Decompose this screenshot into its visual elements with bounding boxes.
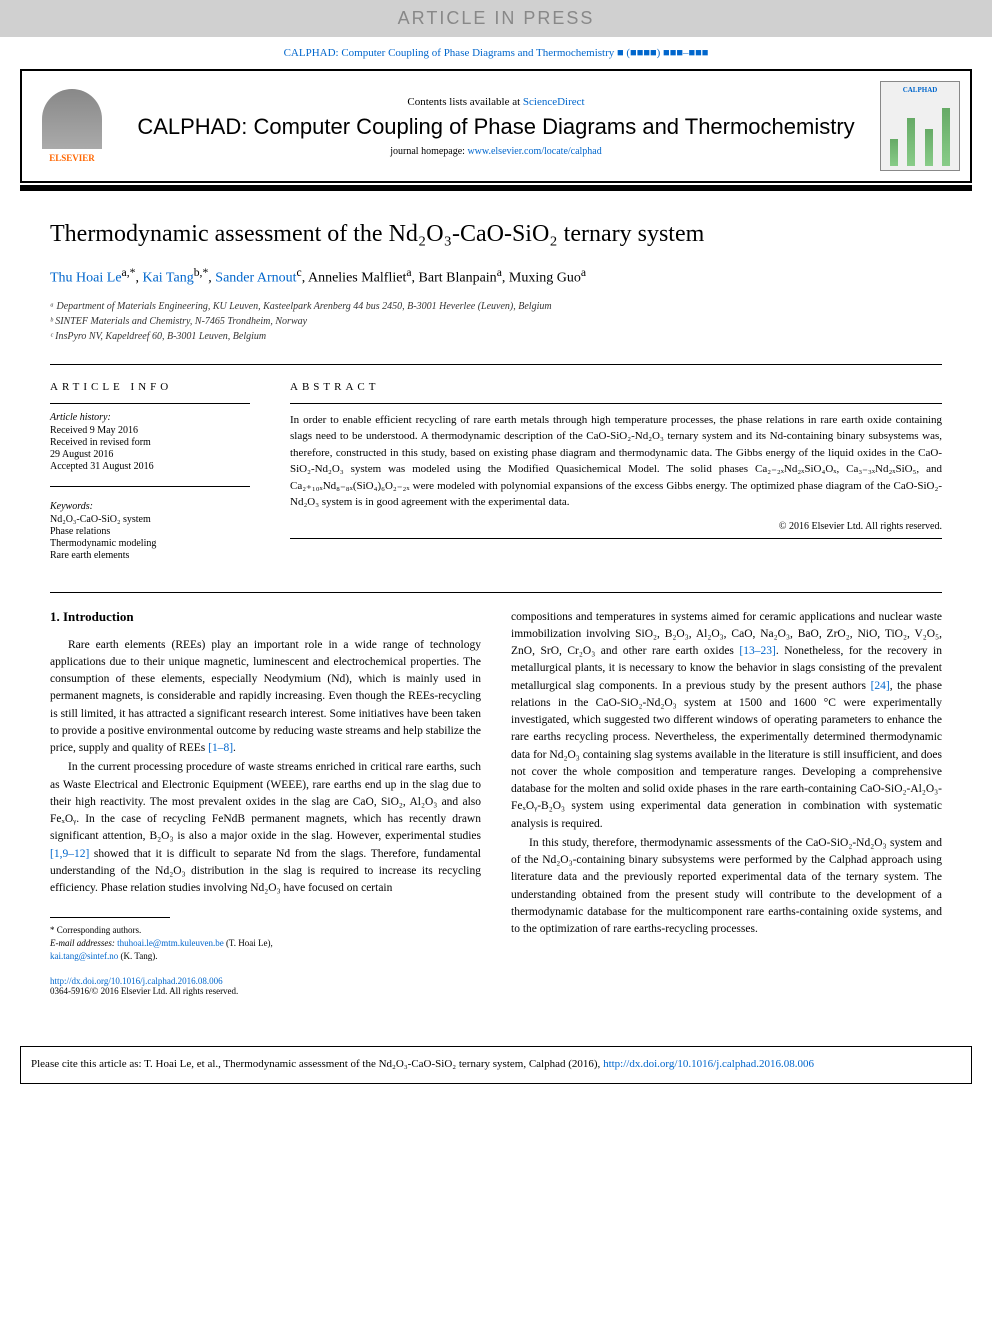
section-1-heading: 1. Introduction <box>50 609 481 625</box>
author-4-affil: a <box>406 266 411 279</box>
intro-para-2: In the current processing procedure of w… <box>50 759 481 897</box>
divider-mid <box>50 592 942 593</box>
keyword-1: Nd₂O₃-CaO-SiO₂ system <box>50 514 250 525</box>
cite-box: Please cite this article as: T. Hoai Le,… <box>20 1046 972 1083</box>
journal-header: ELSEVIER Contents lists available at Sci… <box>20 69 972 183</box>
keyword-3: Thermodynamic modeling <box>50 538 250 549</box>
p1-end: . <box>233 742 236 754</box>
calphad-cover-badge: CALPHAD <box>880 81 960 171</box>
abstract-heading: ABSTRACT <box>290 381 942 393</box>
elsevier-logo: ELSEVIER <box>32 81 112 171</box>
email-2[interactable]: kai.tang@sintef.no <box>50 951 118 961</box>
top-citation: CALPHAD: Computer Coupling of Phase Diag… <box>0 37 992 69</box>
affiliations: ᵃ Department of Materials Engineering, K… <box>50 299 942 344</box>
author-6: Muxing Guo <box>509 271 581 286</box>
affiliation-a: ᵃ Department of Materials Engineering, K… <box>50 299 942 314</box>
ref-1-8[interactable]: [1–8] <box>208 742 233 754</box>
footnote-divider <box>50 917 170 918</box>
contents-prefix: Contents lists available at <box>407 96 522 108</box>
author-2-affil: b,* <box>194 266 209 279</box>
info-abstract-row: ARTICLE INFO Article history: Received 9… <box>50 381 942 562</box>
author-2[interactable]: Kai Tang <box>142 271 193 286</box>
info-divider-2 <box>50 486 250 487</box>
ref-13-23[interactable]: [13–23] <box>739 645 775 657</box>
contents-line: Contents lists available at ScienceDirec… <box>127 96 865 108</box>
ref-1-9-12[interactable]: [1,9–12] <box>50 848 89 860</box>
article-content: Thermodynamic assessment of the Nd₂O₃-Ca… <box>0 191 992 1026</box>
author-1[interactable]: Thu Hoai Le <box>50 271 122 286</box>
article-info-column: ARTICLE INFO Article history: Received 9… <box>50 381 250 562</box>
keyword-2: Phase relations <box>50 526 250 537</box>
ref-24[interactable]: [24] <box>871 680 890 692</box>
keyword-4: Rare earth elements <box>50 550 250 561</box>
elsevier-label: ELSEVIER <box>49 153 95 163</box>
author-5-affil: a <box>497 266 502 279</box>
email-label: E-mail addresses: <box>50 938 117 948</box>
keywords-label: Keywords: <box>50 501 250 512</box>
issn-copyright: 0364-5916/© 2016 Elsevier Ltd. All right… <box>50 986 481 996</box>
abstract-column: ABSTRACT In order to enable efficient re… <box>290 381 942 562</box>
intro-para-3: compositions and temperatures in systems… <box>511 609 942 833</box>
info-divider-1 <box>50 403 250 404</box>
abstract-copyright: © 2016 Elsevier Ltd. All rights reserved… <box>290 521 942 532</box>
article-in-press-banner: ARTICLE IN PRESS <box>0 0 992 37</box>
elsevier-tree-icon <box>42 89 102 149</box>
cite-prefix: Please cite this article as: T. Hoai Le,… <box>31 1058 603 1070</box>
author-5: Bart Blanpain <box>419 271 497 286</box>
sciencedirect-link[interactable]: ScienceDirect <box>523 96 585 108</box>
homepage-link[interactable]: www.elsevier.com/locate/calphad <box>467 146 601 157</box>
history-revised-2: 29 August 2016 <box>50 449 250 460</box>
abstract-divider-bottom <box>290 538 942 539</box>
author-4: Annelies Malfliet <box>308 271 406 286</box>
homepage-line: journal homepage: www.elsevier.com/locat… <box>127 146 865 157</box>
article-title: Thermodynamic assessment of the Nd₂O₃-Ca… <box>50 221 942 248</box>
author-6-affil: a <box>581 266 586 279</box>
journal-name: CALPHAD: Computer Coupling of Phase Diag… <box>127 114 865 140</box>
affiliation-b: ᵇ SINTEF Materials and Chemistry, N-7465… <box>50 314 942 329</box>
p2-mid: showed that it is difficult to separate … <box>50 848 481 895</box>
p1-text: Rare earth elements (REEs) play an impor… <box>50 639 481 755</box>
email-1-name: (T. Hoai Le), <box>224 938 273 948</box>
history-received: Received 9 May 2016 <box>50 425 250 436</box>
email-addresses: E-mail addresses: thuhoai.le@mtm.kuleuve… <box>50 937 481 962</box>
cite-doi-link[interactable]: http://dx.doi.org/10.1016/j.calphad.2016… <box>603 1058 814 1070</box>
abstract-divider <box>290 403 942 404</box>
p3-end: , the phase relations in the CaO-SiO₂-Nd… <box>511 680 942 830</box>
left-column: 1. Introduction Rare earth elements (REE… <box>50 609 481 997</box>
author-3[interactable]: Sander Arnout <box>215 271 296 286</box>
doi-section: http://dx.doi.org/10.1016/j.calphad.2016… <box>50 976 481 996</box>
right-column: compositions and temperatures in systems… <box>511 609 942 997</box>
history-label: Article history: <box>50 412 250 423</box>
author-1-affil: a,* <box>122 266 136 279</box>
corresponding-authors: * Corresponding authors. <box>50 924 481 937</box>
history-revised-1: Received in revised form <box>50 437 250 448</box>
doi-link[interactable]: http://dx.doi.org/10.1016/j.calphad.2016… <box>50 976 223 986</box>
body-columns: 1. Introduction Rare earth elements (REE… <box>50 609 942 997</box>
authors-list: Thu Hoai Lea,*, Kai Tangb,*, Sander Arno… <box>50 266 942 287</box>
article-info-heading: ARTICLE INFO <box>50 381 250 393</box>
affiliation-c: ᶜ InsPyro NV, Kapeldreef 60, B-3001 Leuv… <box>50 329 942 344</box>
author-3-affil: c <box>297 266 302 279</box>
badge-label: CALPHAD <box>903 86 938 94</box>
badge-graphic-icon <box>885 98 955 166</box>
divider-top <box>50 364 942 365</box>
email-2-name: (K. Tang). <box>118 951 157 961</box>
p2-text: In the current processing procedure of w… <box>50 761 481 842</box>
homepage-prefix: journal homepage: <box>390 146 467 157</box>
email-1[interactable]: thuhoai.le@mtm.kuleuven.be <box>117 938 224 948</box>
intro-para-1: Rare earth elements (REEs) play an impor… <box>50 637 481 758</box>
history-accepted: Accepted 31 August 2016 <box>50 461 250 472</box>
abstract-text: In order to enable efficient recycling o… <box>290 412 942 511</box>
header-center: Contents lists available at ScienceDirec… <box>127 96 865 157</box>
intro-para-4: In this study, therefore, thermodynamic … <box>511 835 942 939</box>
